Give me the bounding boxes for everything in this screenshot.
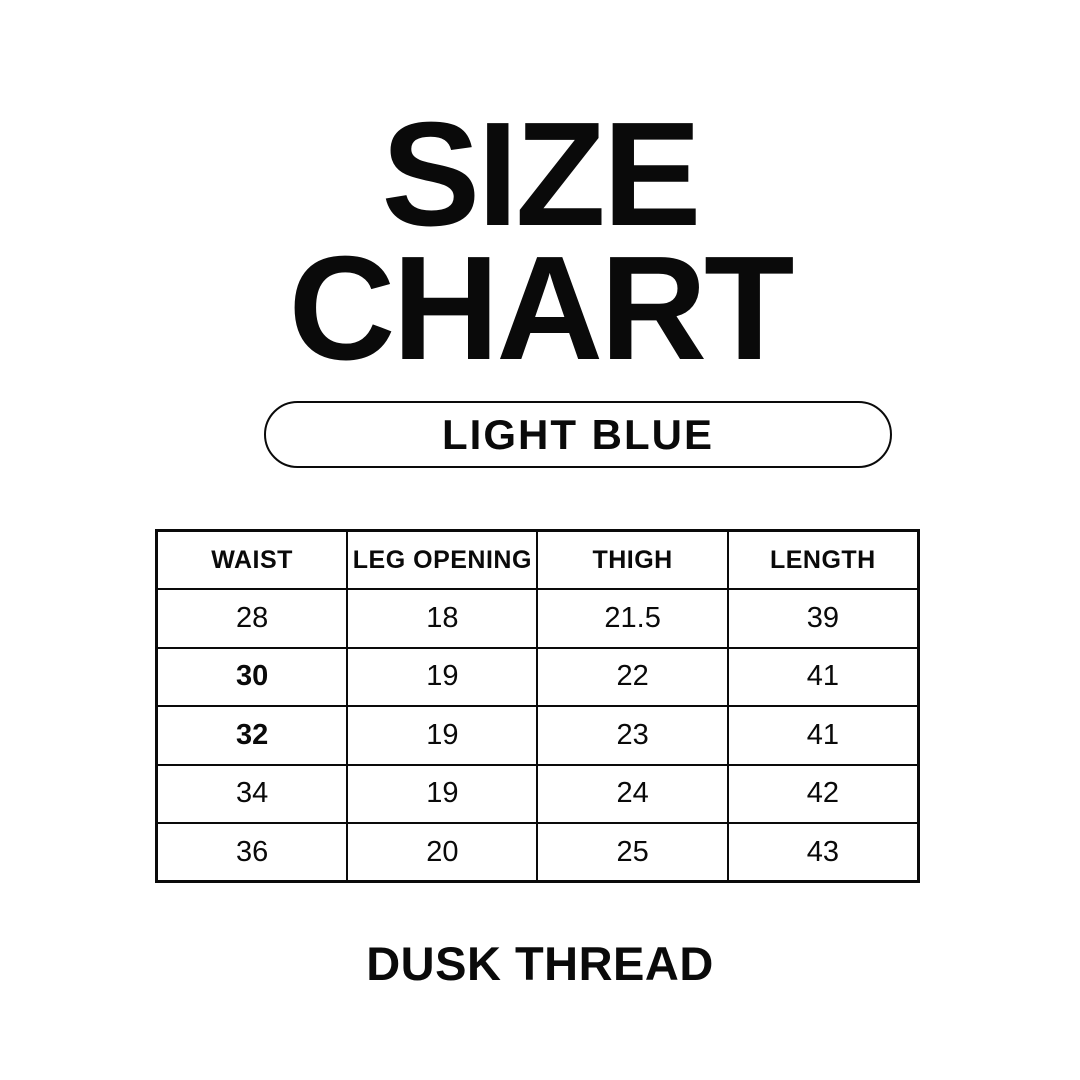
variant-badge: LIGHT BLUE <box>264 401 892 468</box>
column-header-thigh: THIGH <box>536 529 729 590</box>
page-title-line-2: CHART <box>288 226 795 391</box>
variant-badge-label: LIGHT BLUE <box>442 410 714 458</box>
table-cell-length: 43 <box>726 822 920 883</box>
table-cell-length: 41 <box>726 646 920 707</box>
table-row: 36 20 25 43 <box>155 822 920 883</box>
table-cell-length: 39 <box>726 588 920 649</box>
table-cell-thigh: 25 <box>536 822 729 883</box>
table-cell-waist: 30 <box>155 646 349 707</box>
table-cell-waist: 32 <box>155 705 349 766</box>
table-cell-length: 42 <box>726 763 920 824</box>
table-cell-thigh: 23 <box>536 705 729 766</box>
table-cell-waist: 28 <box>155 588 349 649</box>
column-header-length: LENGTH <box>726 529 920 590</box>
table-cell-waist: 36 <box>155 822 349 883</box>
table-cell-leg-opening: 19 <box>346 646 539 707</box>
brand-name: DUSK THREAD <box>366 937 714 990</box>
column-header-leg-opening: LEG OPENING <box>346 529 539 590</box>
table-header-row: WAIST LEG OPENING THIGH LENGTH <box>155 529 920 590</box>
column-header-waist: WAIST <box>155 529 349 590</box>
table-cell-thigh: 22 <box>536 646 729 707</box>
table-cell-thigh: 21.5 <box>536 588 729 649</box>
table-cell-leg-opening: 19 <box>346 763 539 824</box>
table-cell-waist: 34 <box>155 763 349 824</box>
page-title-line-1: SIZE <box>381 92 702 257</box>
table-row: 32 19 23 41 <box>155 705 920 766</box>
table-row: 28 18 21.5 39 <box>155 588 920 649</box>
table-cell-leg-opening: 19 <box>346 705 539 766</box>
table-row: 30 19 22 41 <box>155 646 920 707</box>
size-table: WAIST LEG OPENING THIGH LENGTH 28 18 21.… <box>155 529 920 883</box>
table-cell-thigh: 24 <box>536 763 729 824</box>
table-cell-leg-opening: 20 <box>346 822 539 883</box>
table-cell-length: 41 <box>726 705 920 766</box>
table-cell-leg-opening: 18 <box>346 588 539 649</box>
page-title: SIZE CHART <box>0 92 1080 391</box>
table-row: 34 19 24 42 <box>155 763 920 824</box>
